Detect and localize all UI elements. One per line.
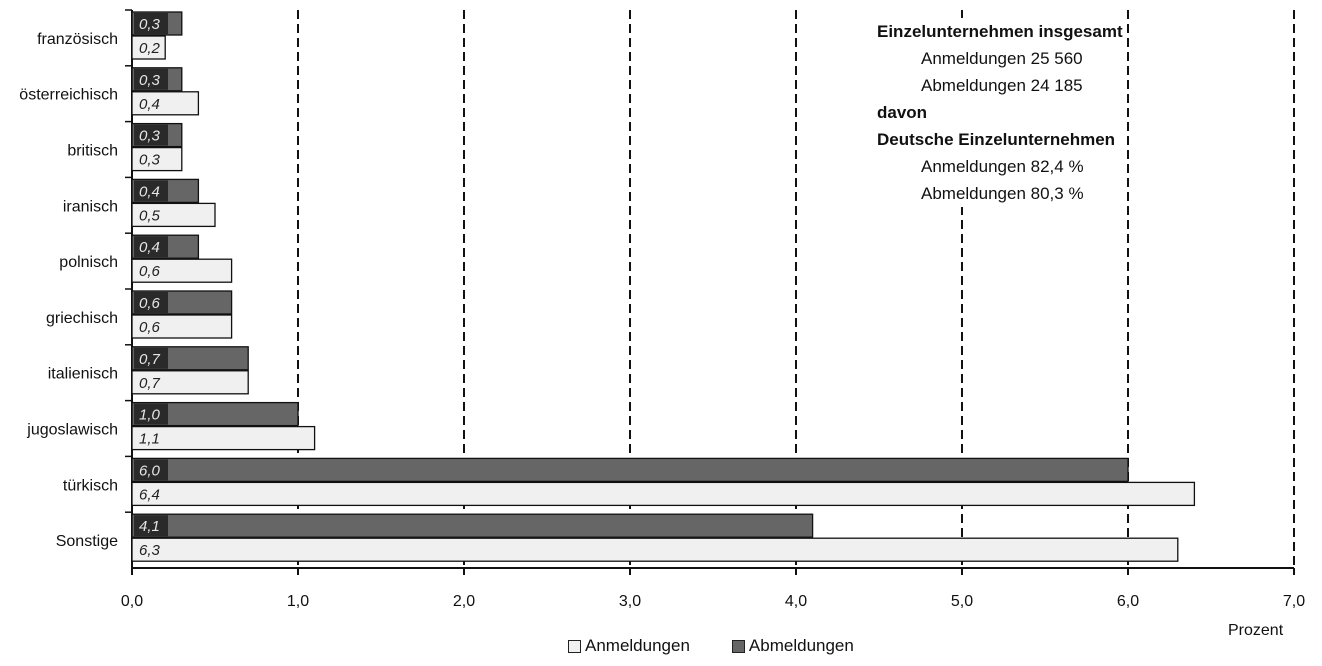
bar-label-abmeldungen-1: 0,3 <box>139 72 161 89</box>
bar-label-abmeldungen-9: 4,1 <box>139 518 160 535</box>
category-label-8: türkisch <box>63 477 118 494</box>
category-label-7: jugoslawisch <box>26 422 118 439</box>
bar-label-anmeldungen-7: 1,1 <box>139 431 160 448</box>
bar-anmeldungen-1 <box>131 91 200 116</box>
bar-label-anmeldungen-4: 0,6 <box>139 263 161 280</box>
bar-label-box-abmeldungen-1 <box>134 68 168 90</box>
x-tick-label-1: 1,0 <box>287 593 309 610</box>
bar-label-anmeldungen-6: 0,7 <box>139 375 161 392</box>
bar-label-abmeldungen-4: 0,4 <box>139 239 160 256</box>
bar-label-box-abmeldungen-4 <box>134 236 168 258</box>
x-tick-label-2: 2,0 <box>453 593 475 610</box>
category-label-0: französisch <box>37 31 118 48</box>
category-label-3: iranisch <box>63 198 118 215</box>
bar-anmeldungen-8 <box>131 481 1196 507</box>
bar-label-abmeldungen-0: 0,3 <box>139 16 161 33</box>
category-label-9: Sonstige <box>56 533 118 550</box>
x-tick-label-5: 5,0 <box>951 593 973 610</box>
summary-subtitle: Deutsche Einzelunternehmen <box>877 130 1116 149</box>
bar-label-box-abmeldungen-3 <box>134 180 168 202</box>
bar-label-box-abmeldungen-9 <box>134 515 168 537</box>
bar-label-box-abmeldungen-6 <box>134 347 168 369</box>
legend-label-abmeldungen: Abmeldungen <box>748 636 854 655</box>
bar-anmeldungen-5 <box>131 314 233 339</box>
bar-abmeldungen-7 <box>131 401 299 427</box>
legend-item-abmeldungen: Abmeldungen <box>731 636 854 656</box>
bar-label-box-abmeldungen-5 <box>134 292 168 313</box>
bar-label-abmeldungen-2: 0,3 <box>139 128 161 145</box>
x-tick-label-3: 3,0 <box>619 593 641 610</box>
x-tick-label-4: 4,0 <box>785 593 807 610</box>
bar-label-box-abmeldungen-8 <box>134 459 168 481</box>
category-label-1: österreichisch <box>19 87 118 104</box>
bar-anmeldungen-3 <box>131 202 216 228</box>
x-tick-label-7: 7,0 <box>1283 593 1305 610</box>
x-tick-label-0: 0,0 <box>121 593 143 610</box>
summary-box: Einzelunternehmen insgesamt Anmeldungen … <box>873 18 1127 207</box>
bar-label-abmeldungen-3: 0,4 <box>139 183 160 200</box>
legend-item-anmeldungen: Anmeldungen <box>568 636 690 656</box>
legend: Anmeldungen Abmeldungen <box>568 636 854 656</box>
bar-label-anmeldungen-9: 6,3 <box>139 542 161 559</box>
bar-anmeldungen-6 <box>131 370 249 395</box>
category-label-2: britisch <box>67 143 118 160</box>
category-label-5: griechisch <box>46 310 118 327</box>
bar-label-anmeldungen-5: 0,6 <box>139 319 161 336</box>
summary-abmeldungen-pct: Abmeldungen 80,3 % <box>921 184 1084 203</box>
summary-davon: davon <box>877 103 928 122</box>
summary-anmeldungen: Anmeldungen 25 560 <box>921 49 1083 68</box>
bar-label-box-abmeldungen-0 <box>134 13 168 34</box>
summary-anmeldungen-pct: Anmeldungen 82,4 % <box>921 157 1084 176</box>
bar-label-anmeldungen-1: 0,4 <box>139 96 160 113</box>
legend-swatch-abmeldungen <box>731 639 745 653</box>
bar-abmeldungen-8 <box>131 457 1129 483</box>
bar-label-anmeldungen-2: 0,3 <box>139 152 161 169</box>
x-tick-label-6: 6,0 <box>1117 593 1139 610</box>
bar-label-abmeldungen-7: 1,0 <box>139 407 161 424</box>
bar-abmeldungen-9 <box>131 513 814 538</box>
bar-anmeldungen-4 <box>131 258 233 283</box>
bar-label-anmeldungen-0: 0,2 <box>139 40 161 57</box>
bar-label-abmeldungen-8: 6,0 <box>139 462 161 479</box>
bar-label-anmeldungen-8: 6,4 <box>139 486 160 503</box>
legend-label-anmeldungen: Anmeldungen <box>585 636 690 655</box>
summary-abmeldungen: Abmeldungen 24 185 <box>921 76 1083 95</box>
category-label-6: italienisch <box>48 366 118 383</box>
category-label-4: polnisch <box>59 254 118 271</box>
bar-label-anmeldungen-3: 0,5 <box>139 207 161 224</box>
legend-swatch-anmeldungen <box>568 639 581 653</box>
x-axis-label: Prozent <box>1228 622 1284 639</box>
bar-label-abmeldungen-5: 0,6 <box>139 295 161 312</box>
summary-title: Einzelunternehmen insgesamt <box>877 22 1123 41</box>
bar-label-abmeldungen-6: 0,7 <box>139 351 161 368</box>
bar-anmeldungen-0 <box>131 35 166 60</box>
bar-label-box-abmeldungen-2 <box>134 124 168 146</box>
bar-anmeldungen-9 <box>131 537 1179 562</box>
bar-label-box-abmeldungen-7 <box>134 403 168 425</box>
bar-anmeldungen-7 <box>131 425 316 451</box>
bar-anmeldungen-2 <box>131 146 183 172</box>
